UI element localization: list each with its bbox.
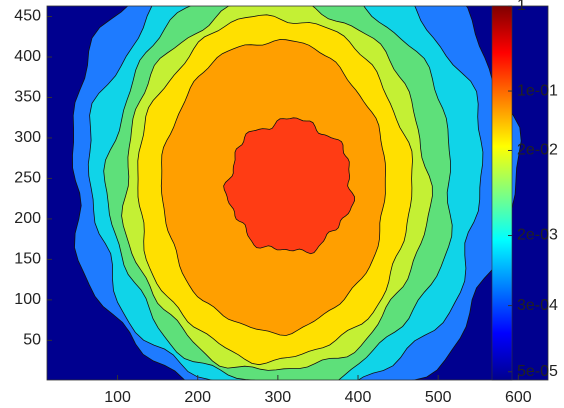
y-tick-label: 350 xyxy=(14,89,41,106)
y-tick-label: 150 xyxy=(14,251,41,268)
x-tick-label: 100 xyxy=(104,389,131,406)
colorbar-tick-label: 1e-01 xyxy=(517,82,558,99)
colorbar-tick-label: 2e-02 xyxy=(517,142,558,159)
colorbar-tick-label: 3e-04 xyxy=(517,297,558,314)
x-tick-label: 300 xyxy=(265,389,292,406)
plot-frame xyxy=(46,5,549,381)
y-tick-label: 200 xyxy=(14,210,41,227)
y-tick-label: 400 xyxy=(14,48,41,65)
colorbar-tick-label: 5e-05 xyxy=(517,363,558,380)
y-tick-label: 50 xyxy=(23,332,41,349)
y-tick-label: 250 xyxy=(14,170,41,187)
x-tick-label: 500 xyxy=(425,389,452,406)
colorbar xyxy=(491,5,513,381)
colorbar-tick-label: 1 xyxy=(517,0,526,14)
y-tick-label: 450 xyxy=(14,8,41,25)
y-tick-label: 100 xyxy=(14,291,41,308)
x-tick-label: 400 xyxy=(345,389,372,406)
x-tick-label: 600 xyxy=(505,389,532,406)
colorbar-tick-label: 2e-03 xyxy=(517,227,558,244)
contour-region xyxy=(223,117,355,255)
y-tick-label: 300 xyxy=(14,129,41,146)
x-tick-label: 200 xyxy=(184,389,211,406)
plot-area xyxy=(47,6,548,380)
